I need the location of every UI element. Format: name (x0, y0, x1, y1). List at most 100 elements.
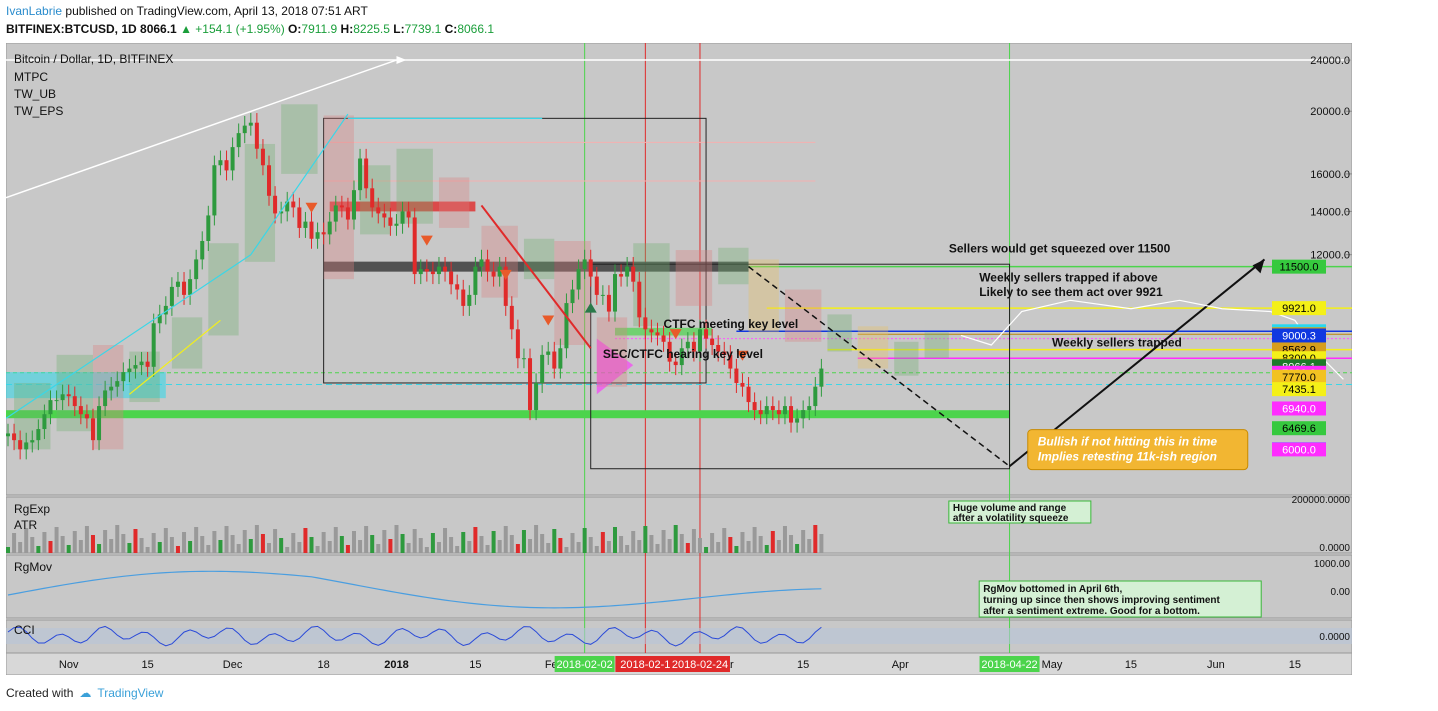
price-label-11: 7435.1 (1272, 382, 1326, 397)
price-label-0: 11500.0 (1272, 259, 1326, 274)
price-label-text-1: 9921.0 (1282, 303, 1316, 315)
volume-bar-6 (42, 532, 47, 553)
volume-bar-47 (291, 533, 296, 553)
volume-bar-9 (60, 536, 65, 553)
volume-bar-44 (273, 529, 278, 553)
candle-body-119 (728, 354, 733, 369)
annotation-3: Weekly sellers trapped if above (979, 271, 1158, 285)
date-marker-3: 2018-04-22 (981, 659, 1037, 671)
candle-body-127 (776, 410, 781, 415)
cyan-zone (6, 372, 166, 399)
volume-bar-37 (230, 535, 235, 553)
bullish-callout-line2: Implies retesting 11k-ish region (1038, 450, 1217, 464)
volume-bar-39 (242, 530, 247, 553)
volume-pane (6, 496, 1352, 554)
time-tick-12: 15 (1125, 659, 1137, 671)
candle-body-44 (273, 195, 278, 214)
candle-body-78 (479, 259, 484, 267)
volume-bar-52 (321, 532, 326, 553)
chart-area[interactable]: CTFC meeting key level SEC/CTFC hearing k… (6, 43, 1352, 675)
time-tick-0: Nov (59, 659, 79, 671)
volume-bar-8 (54, 527, 59, 553)
volume-bar-70 (430, 533, 435, 553)
volume-bar-20 (127, 543, 132, 553)
annotation-5: Weekly sellers trapped (1052, 336, 1182, 350)
candle-body-23 (145, 361, 150, 367)
l-label: L: (393, 22, 405, 36)
candle-body-87 (534, 382, 539, 411)
price-tick-label-2: 16000.0 (1310, 169, 1350, 181)
price-label-15: 6000.0 (1272, 442, 1326, 457)
candle-body-42 (260, 148, 265, 166)
candle-body-74 (455, 284, 460, 290)
volume-bar-40 (248, 539, 253, 553)
candle-body-120 (734, 368, 739, 383)
candle-body-14 (90, 418, 95, 441)
time-tick-11: May (1042, 659, 1063, 671)
candle-body-5 (36, 429, 41, 441)
candle-body-20 (127, 368, 132, 373)
projection-box (590, 263, 1011, 470)
volume-note-0: Huge volume and range (953, 503, 1067, 514)
candle-body-108 (661, 335, 666, 342)
candle-body-128 (782, 406, 787, 415)
candle-body-59 (364, 158, 369, 189)
candle-body-85 (521, 358, 526, 360)
price-label-text-11: 7435.1 (1282, 384, 1316, 396)
time-tick-13: Jun (1207, 659, 1225, 671)
tradingview-link[interactable]: TradingView (97, 686, 164, 700)
volume-bar-58 (358, 540, 363, 553)
price-label-bg-0 (1272, 259, 1326, 274)
volume-bar-78 (479, 536, 484, 553)
volume-bar-92 (564, 547, 569, 553)
candle-body-100 (613, 274, 617, 312)
candle-body-58 (358, 158, 363, 191)
white-arrowhead (396, 56, 407, 65)
candle-body-36 (224, 160, 229, 171)
volume-bar-114 (697, 538, 702, 553)
candle-body-39 (242, 125, 247, 134)
candle-body-4 (30, 440, 35, 443)
candle-body-50 (309, 221, 314, 239)
candle-body-53 (327, 221, 332, 235)
candle-body-99 (606, 294, 611, 312)
volume-bar-56 (345, 545, 350, 553)
rgmov-note-1: turning up since then shows improving se… (983, 595, 1220, 606)
zone-box-22 (857, 326, 889, 369)
candle-body-126 (770, 406, 775, 411)
volume-bar-96 (588, 537, 593, 553)
volume-bar-64 (394, 525, 399, 553)
candle-body-129 (789, 406, 794, 423)
bullish-callout (1027, 429, 1249, 471)
dashed-projection (748, 266, 1011, 467)
price-label-text-12: 6940.0 (1282, 403, 1316, 415)
rgmov-label: RgMov (14, 560, 52, 574)
volume-bar-76 (467, 541, 472, 553)
price-label-4: 9000.3 (1272, 328, 1326, 343)
date-marker-bg-2 (669, 656, 730, 672)
candle-body-89 (546, 351, 551, 355)
candle-body-16 (103, 390, 108, 407)
candle-body-81 (497, 266, 502, 277)
date-marker-0: 2018-02-02 (557, 659, 613, 671)
volume-bar-74 (455, 546, 460, 553)
candle-body-117 (716, 345, 721, 352)
price-tick-label-0: 24000.0 (1310, 55, 1350, 67)
candle-body-125 (764, 406, 769, 415)
volume-bar-79 (485, 545, 490, 553)
volume-bar-89 (546, 543, 551, 553)
red-downtrend (480, 204, 592, 349)
publish-info: IvanLabrie published on TradingView.com,… (6, 4, 368, 18)
candle-body-69 (424, 269, 429, 272)
price-tick-label-3: 14000.0 (1310, 206, 1350, 218)
candle-body-6 (42, 414, 47, 430)
volume-bar-32 (200, 536, 205, 553)
candle-body-35 (218, 160, 223, 166)
volume-bar-36 (224, 526, 229, 553)
candle-body-112 (685, 341, 690, 349)
candle-body-68 (418, 269, 423, 275)
candle-body-94 (576, 269, 581, 290)
volume-note-1: after a volatility squeeze (953, 513, 1069, 524)
author-link[interactable]: IvanLabrie (6, 4, 63, 18)
volume-bar-41 (254, 525, 259, 553)
